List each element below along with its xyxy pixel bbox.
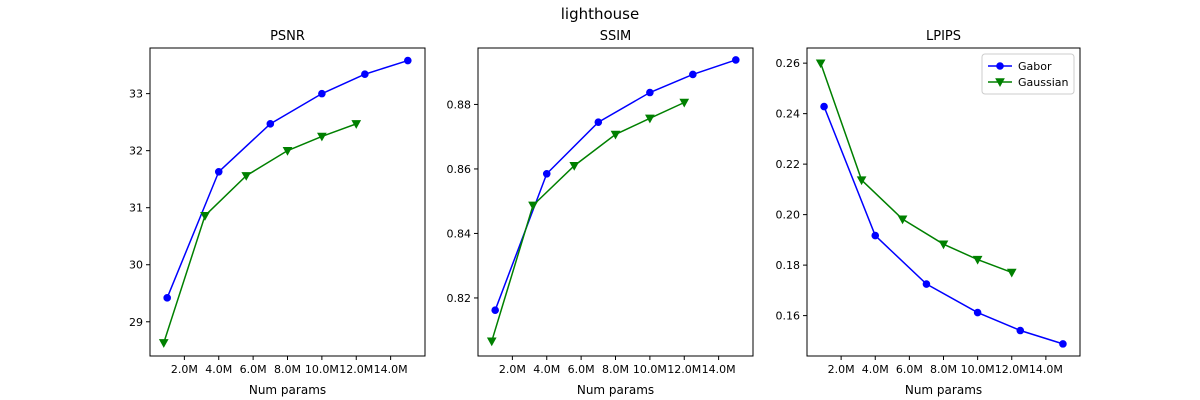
y-tick-label: 33 bbox=[129, 88, 143, 101]
y-tick-label: 0.84 bbox=[447, 227, 472, 240]
data-point-gabor bbox=[871, 231, 880, 240]
data-point-gabor bbox=[732, 56, 740, 64]
data-point-gabor bbox=[646, 88, 654, 97]
data-point-gabor bbox=[689, 70, 697, 79]
data-point-gaussian bbox=[486, 337, 497, 347]
data-point-gaussian bbox=[938, 240, 949, 250]
x-tick-label: 4.0M bbox=[862, 363, 889, 376]
data-point-gaussian bbox=[815, 59, 826, 69]
data-point-gabor bbox=[361, 70, 369, 79]
data-point-gaussian bbox=[282, 146, 293, 156]
series-line-gaussian bbox=[163, 123, 357, 344]
x-tick-label: 6.0M bbox=[568, 363, 595, 376]
y-tick-label: 0.26 bbox=[776, 57, 801, 70]
data-point-gabor bbox=[1059, 340, 1067, 348]
legend-marker-gaussian bbox=[995, 78, 1005, 88]
panel-title: PSNR bbox=[270, 29, 305, 44]
data-point-gabor bbox=[491, 306, 499, 315]
y-tick-label: 0.18 bbox=[776, 259, 801, 272]
figure-title: lighthouse bbox=[560, 5, 640, 23]
x-tick-label: 2.0M bbox=[499, 363, 526, 376]
x-tick-label: 14.0M bbox=[702, 363, 736, 376]
data-point-gaussian bbox=[972, 255, 983, 265]
data-point-gabor bbox=[214, 167, 223, 176]
data-point-gaussian bbox=[241, 172, 252, 181]
data-point-gaussian bbox=[351, 120, 362, 129]
x-tick-label: 14.0M bbox=[1029, 363, 1063, 376]
legend-label-gaussian: Gaussian bbox=[1018, 76, 1068, 89]
data-point-gaussian bbox=[528, 201, 538, 211]
data-point-gabor bbox=[594, 118, 603, 126]
x-tick-label: 10.0M bbox=[305, 363, 339, 376]
x-tick-label: 6.0M bbox=[896, 363, 923, 376]
axes-frame bbox=[149, 47, 426, 357]
x-tick-label: 8.0M bbox=[602, 363, 629, 376]
x-tick-label: 12.0M bbox=[339, 363, 373, 376]
data-point-gabor bbox=[922, 280, 931, 288]
data-point-gabor bbox=[266, 120, 275, 128]
x-tick-label: 14.0M bbox=[374, 363, 408, 376]
y-tick-label: 0.86 bbox=[447, 163, 472, 176]
x-tick-label: 8.0M bbox=[930, 363, 957, 376]
data-point-gaussian bbox=[317, 132, 327, 142]
x-tick-label: 12.0M bbox=[995, 363, 1029, 376]
panel-psnr: PSNR 2.0M 4.0M 6.0M 8.0M 10.0M 12.0M 14.0M 29 30 3… bbox=[129, 29, 426, 397]
legend-box bbox=[981, 53, 1075, 95]
data-point-gaussian bbox=[645, 114, 655, 124]
data-point-gaussian bbox=[610, 130, 621, 140]
y-tick-label: 0.16 bbox=[776, 310, 801, 323]
series-line-gaussian bbox=[819, 62, 1013, 274]
y-tick-label: 31 bbox=[129, 202, 143, 215]
x-tick-label: 4.0M bbox=[205, 363, 232, 376]
x-tick-label: 2.0M bbox=[171, 363, 198, 376]
x-tick-label: 4.0M bbox=[533, 363, 560, 376]
panel-title: LPIPS bbox=[926, 29, 961, 44]
y-tick-label: 0.88 bbox=[447, 98, 472, 111]
data-point-gaussian bbox=[158, 339, 169, 348]
data-point-gabor bbox=[820, 102, 828, 111]
y-tick-label: 0.22 bbox=[776, 158, 801, 171]
x-tick-label: 6.0M bbox=[240, 363, 267, 376]
data-point-gaussian bbox=[679, 98, 690, 108]
x-tick-label: 10.0M bbox=[633, 363, 667, 376]
y-tick-label: 32 bbox=[129, 145, 143, 158]
data-point-gaussian bbox=[897, 215, 908, 225]
data-point-gabor bbox=[163, 294, 171, 302]
series-line-gabor bbox=[166, 59, 409, 299]
y-tick-label: 0.20 bbox=[776, 209, 801, 222]
panel-lpips: LPIPS 2.0M 4.0M 6.0M 8.0M 10.0M 12.0M 14.0M 0.16… bbox=[776, 29, 1081, 397]
y-tick-label: 0.24 bbox=[776, 108, 801, 121]
data-point-gabor bbox=[542, 169, 551, 178]
series-line-gaussian bbox=[491, 101, 685, 342]
panel-ssim: SSIM 2.0M 4.0M 6.0M 8.0M 10.0M 12.0M 14.0M 0.82 0… bbox=[447, 29, 754, 397]
series-line-gabor bbox=[494, 59, 737, 311]
y-tick-label: 0.82 bbox=[447, 292, 472, 305]
x-tick-label: 2.0M bbox=[828, 363, 855, 376]
legend: Gabor Gaussian bbox=[981, 53, 1075, 95]
legend-marker-gabor bbox=[996, 62, 1004, 70]
data-point-gabor bbox=[1016, 326, 1025, 335]
x-axis-label: Num params bbox=[577, 383, 654, 397]
x-tick-label: 12.0M bbox=[667, 363, 701, 376]
series-line-gabor bbox=[823, 106, 1064, 345]
data-point-gabor bbox=[318, 89, 326, 98]
data-point-gaussian bbox=[856, 176, 867, 186]
x-tick-label: 8.0M bbox=[274, 363, 301, 376]
data-point-gabor bbox=[973, 308, 982, 317]
y-tick-label: 30 bbox=[129, 259, 143, 272]
legend-label-gabor: Gabor bbox=[1018, 60, 1052, 73]
data-point-gaussian bbox=[1006, 268, 1017, 278]
x-axis-label: Num params bbox=[249, 383, 326, 397]
x-axis-label: Num params bbox=[905, 383, 982, 397]
axes-frame bbox=[477, 47, 754, 357]
y-tick-label: 29 bbox=[129, 316, 143, 329]
data-point-gaussian bbox=[200, 211, 210, 221]
x-tick-label: 10.0M bbox=[961, 363, 995, 376]
data-point-gabor bbox=[404, 56, 412, 65]
data-point-gaussian bbox=[569, 162, 580, 171]
panel-title: SSIM bbox=[600, 29, 632, 44]
